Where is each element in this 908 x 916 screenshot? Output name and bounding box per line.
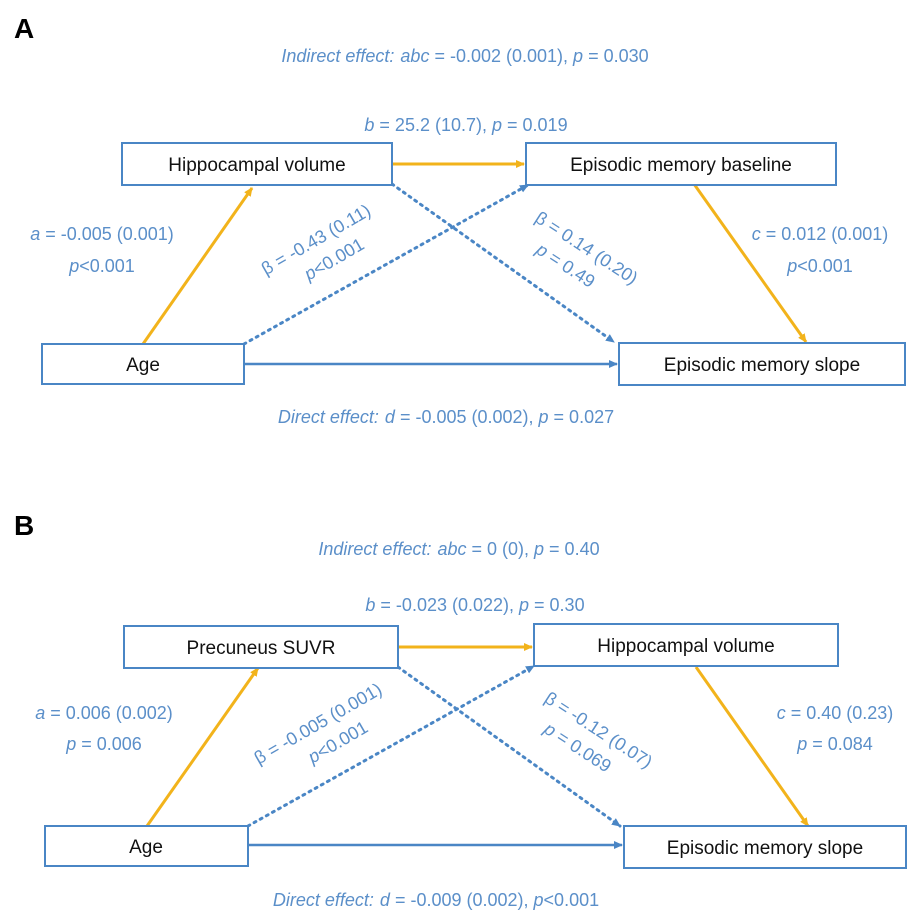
path-a-label-a: a = -0.005 (0.001) bbox=[30, 224, 174, 244]
beta-left-label-b: β = -0.005 (0.001) p<0.001 bbox=[251, 679, 386, 768]
svg-text:Hippocampal volume: Hippocampal volume bbox=[168, 155, 345, 176]
panel-b: B Indirect effect: abc = 0 (0), p = 0.40 … bbox=[14, 510, 907, 910]
arrow-path-c-a bbox=[692, 183, 808, 343]
direct-effect-label-b: Direct effect: d = -0.009 (0.002), p<0.00… bbox=[273, 890, 599, 910]
panel-letter-a: A bbox=[14, 13, 34, 44]
node-outcome-b: Episodic memory slope bbox=[623, 825, 907, 869]
arrow-path-c-b bbox=[694, 666, 810, 827]
node-predictor-b: Age bbox=[44, 825, 249, 867]
arrow-beta-left-b bbox=[246, 664, 536, 828]
node-predictor-a: Age bbox=[41, 343, 245, 385]
arrow-path-a-b bbox=[145, 667, 260, 827]
svg-text:Precuneus SUVR: Precuneus SUVR bbox=[187, 638, 336, 659]
indirect-effect-label-b: Indirect effect: abc = 0 (0), p = 0.40 bbox=[318, 539, 599, 559]
arrow-beta-left-a bbox=[242, 183, 530, 346]
svg-text:Hippocampal volume: Hippocampal volume bbox=[597, 636, 774, 657]
beta-right-label-a: β = 0.14 (0.20) p = 0.49 bbox=[532, 207, 642, 291]
svg-text:Age: Age bbox=[129, 837, 163, 858]
path-c-label-a: c = 0.012 (0.001) bbox=[752, 224, 889, 244]
path-b-label-a: b = 25.2 (10.7), p = 0.019 bbox=[364, 115, 567, 135]
path-c-p-a: p<0.001 bbox=[786, 256, 853, 276]
path-a-p-b: p = 0.006 bbox=[65, 734, 142, 754]
svg-text:Episodic memory baseline: Episodic memory baseline bbox=[570, 155, 792, 176]
indirect-effect-label-a: Indirect effect: abc = -0.002 (0.001), p … bbox=[281, 46, 648, 66]
path-c-p-b: p = 0.084 bbox=[796, 734, 873, 754]
panel-a: A Indirect effect: abc = -0.002 (0.001), … bbox=[14, 13, 906, 427]
node-mediator-b: Precuneus SUVR bbox=[123, 625, 399, 669]
node-outcome-a: Episodic memory slope bbox=[618, 342, 906, 386]
svg-text:Episodic memory slope: Episodic memory slope bbox=[667, 838, 863, 859]
node-mediator-a: Hippocampal volume bbox=[121, 142, 393, 186]
beta-left-label-a: β = -0.43 (0.11) p<0.001 bbox=[258, 200, 374, 284]
arrow-path-a-a bbox=[141, 187, 254, 345]
path-a-p-a: p<0.001 bbox=[68, 256, 135, 276]
node-second-mediator-b: Hippocampal volume bbox=[533, 623, 839, 667]
panel-letter-b: B bbox=[14, 510, 34, 541]
arrow-beta-right-a bbox=[390, 182, 616, 344]
path-a-label-b: a = 0.006 (0.002) bbox=[35, 703, 173, 723]
beta-right-label-b: β = -0.12 (0.07) p = 0.069 bbox=[540, 688, 656, 777]
node-second-mediator-a: Episodic memory baseline bbox=[525, 142, 837, 186]
path-c-label-b: c = 0.40 (0.23) bbox=[777, 703, 894, 723]
svg-text:Age: Age bbox=[126, 355, 160, 376]
direct-effect-label-a: Direct effect: d = -0.005 (0.002), p = 0.… bbox=[278, 407, 614, 427]
path-b-label-b: b = -0.023 (0.022), p = 0.30 bbox=[365, 595, 584, 615]
svg-text:Episodic memory slope: Episodic memory slope bbox=[664, 355, 860, 376]
